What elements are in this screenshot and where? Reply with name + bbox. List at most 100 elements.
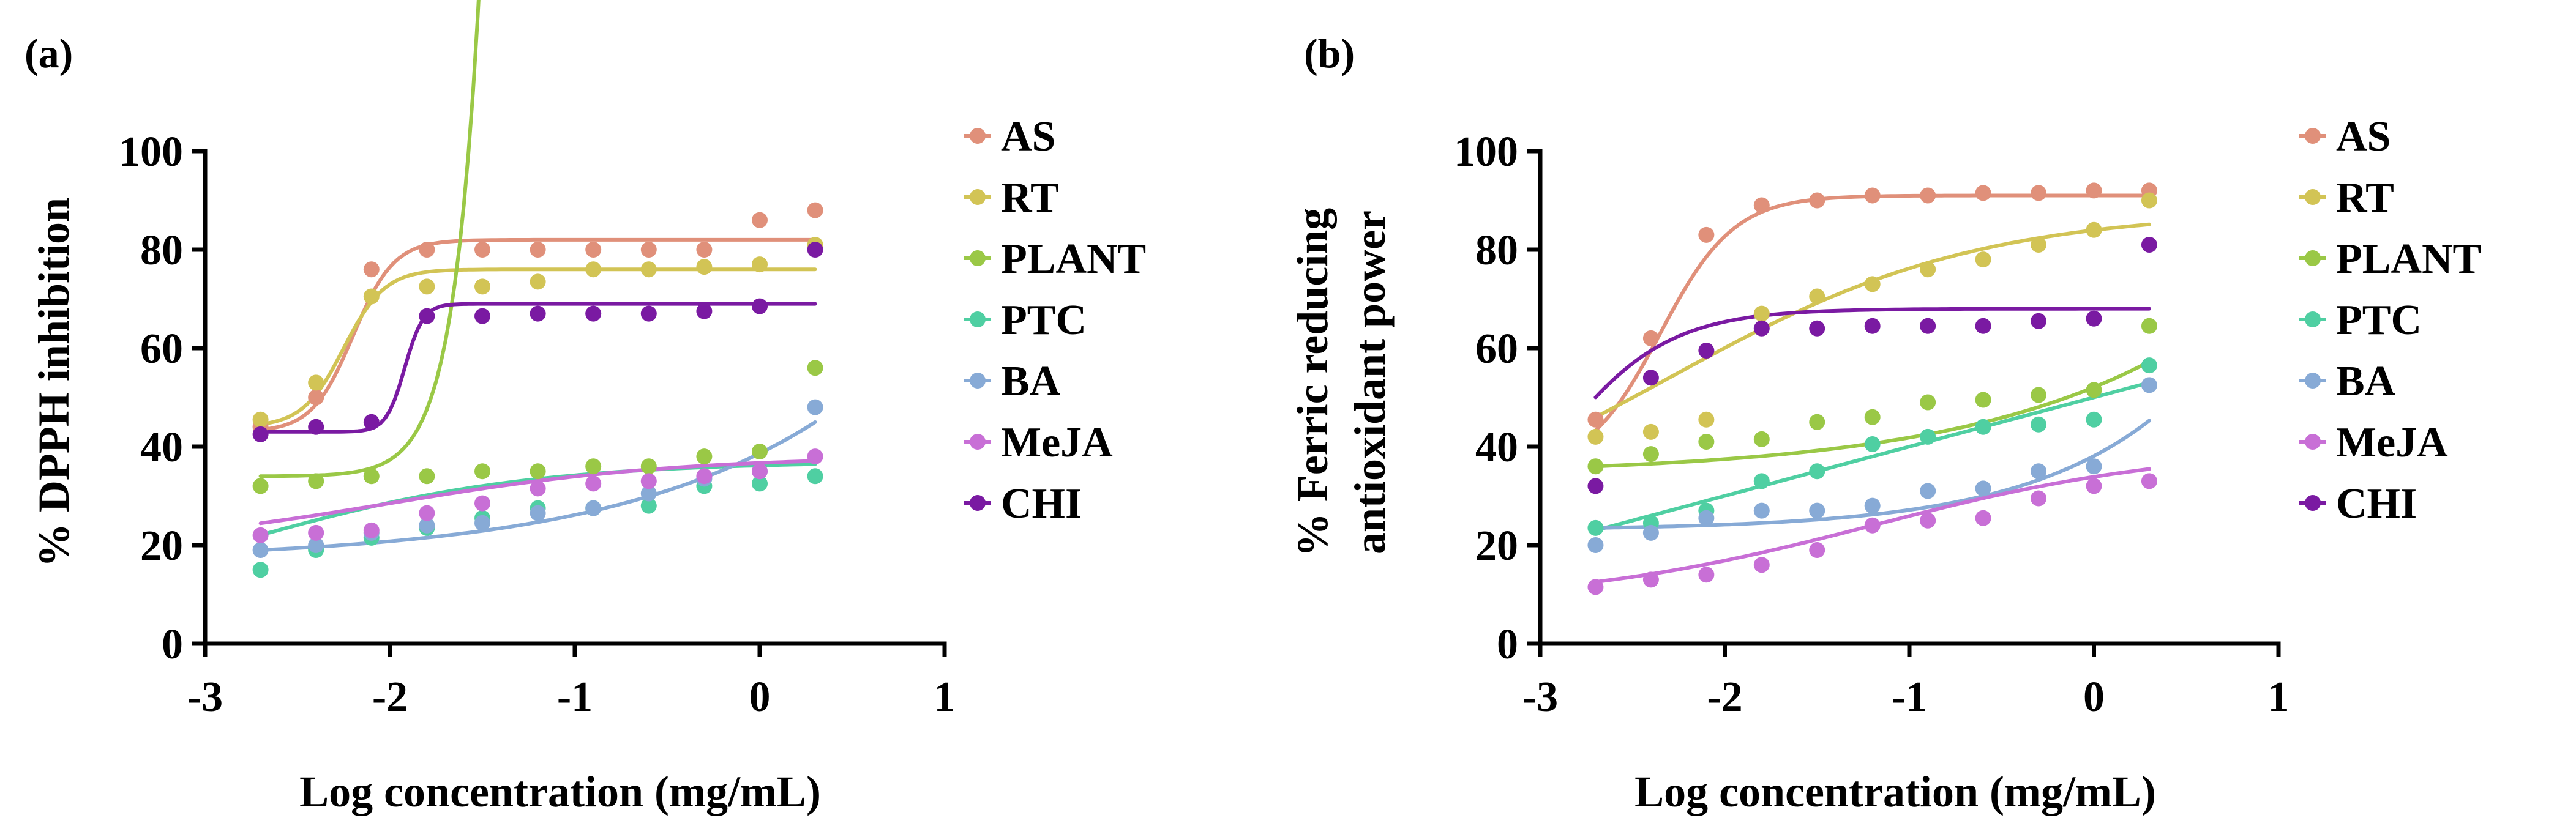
panel-b-point-plant xyxy=(1753,431,1770,447)
panel-b-point-chi xyxy=(1698,343,1715,359)
panel-a-point-as xyxy=(530,242,546,258)
panel-b-point-meja xyxy=(2086,478,2102,494)
panel-b-point-meja xyxy=(1920,512,1936,529)
panel-a-point-plant xyxy=(696,448,713,465)
panel-b-point-as xyxy=(1698,226,1715,243)
panel-a-y-tick-label: 40 xyxy=(140,424,183,471)
panel-b-point-chi xyxy=(1920,318,1936,334)
panel-b-point-chi xyxy=(2031,313,2047,329)
panel-b-legend-marker-ptc xyxy=(2305,311,2321,327)
panel-b-x-tick-label: 1 xyxy=(2268,674,2290,721)
panel-a-tick-labels: 0 20 40 60 80 100 -3 -2 -1 0 1 xyxy=(119,128,956,721)
panel-a-point-rt xyxy=(530,273,546,290)
panel-b-point-plant xyxy=(1642,446,1659,463)
panel-a-fit-curve-rt xyxy=(258,267,817,426)
panel-a-point-chi xyxy=(474,308,490,324)
panel-b-point-meja xyxy=(2031,490,2047,507)
panel-b-point-rt xyxy=(2031,236,2047,253)
panel-b-point-ptc xyxy=(1753,473,1770,489)
panel-a-legend-marker-plant xyxy=(970,250,986,266)
panel-a-point-ba xyxy=(585,500,602,516)
panel-a-legend-marker-ba xyxy=(970,373,986,389)
panel-b-legend-label-chi: CHI xyxy=(2336,480,2417,527)
panel-b-point-plant xyxy=(1698,433,1715,450)
panel-b-point-ba xyxy=(1809,502,1825,519)
panel-a-point-meja xyxy=(807,448,823,465)
panel-a-point-as xyxy=(696,242,713,258)
panel-b-point-meja xyxy=(1642,571,1659,588)
panel-b-y-tick-label: 100 xyxy=(1454,128,1518,176)
panel-b-point-chi xyxy=(1864,318,1881,334)
panel-b-x-tick-label: -1 xyxy=(1892,674,1927,721)
panel-b-point-chi xyxy=(1809,320,1825,337)
panel-b-fit-curve-chi xyxy=(1593,307,2151,400)
panel-b-point-as xyxy=(1920,187,1936,204)
panel-a-point-plant xyxy=(363,468,380,485)
panel-b-legend-marker-meja xyxy=(2305,434,2321,450)
panel-a-dpph-chart: (a) % DPPH inhibition Log concentration … xyxy=(24,0,1146,816)
panel-b-legend-label-as: AS xyxy=(2336,113,2391,160)
panel-b-point-ptc xyxy=(2086,411,2102,428)
panel-b-point-ba xyxy=(1587,537,1604,553)
panel-a-point-as xyxy=(363,261,380,278)
panel-b-legend-label-rt: RT xyxy=(2336,174,2394,221)
panel-b-point-plant xyxy=(1809,414,1825,430)
panel-b-tick-labels: 0 20 40 60 80 100 -3 -2 -1 0 1 xyxy=(1454,128,2290,721)
panel-b-fit-curve-ptc xyxy=(1593,381,2151,532)
panel-a-point-as xyxy=(419,242,435,258)
panel-b-point-meja xyxy=(1753,557,1770,573)
panel-b-point-meja xyxy=(1975,510,1991,526)
panel-a-point-chi xyxy=(419,308,435,324)
panel-a-legend-label-chi: CHI xyxy=(1001,480,1082,527)
panel-b-point-ptc xyxy=(2141,357,2157,374)
panel-b-point-ptc xyxy=(2031,416,2047,433)
panel-a-point-rt xyxy=(585,261,602,278)
panel-b-point-as xyxy=(1753,197,1770,214)
panel-a-point-chi xyxy=(640,305,657,322)
panel-b-legend-marker-chi xyxy=(2305,495,2321,511)
panel-b-y-tick-label: 20 xyxy=(1475,523,1518,570)
panel-b-point-ba xyxy=(1698,510,1715,526)
panel-b-y-axis-title-line1: % Ferric reducing xyxy=(1288,208,1337,557)
panel-a-point-rt xyxy=(474,278,490,295)
panel-b-point-ba xyxy=(2141,377,2157,393)
panel-a-point-rt xyxy=(308,374,324,391)
panel-a-legend-label-ba: BA xyxy=(1001,358,1061,405)
panel-b-point-plant xyxy=(1864,409,1881,425)
panel-b-point-ptc xyxy=(1587,519,1604,536)
panel-a-legend-label-rt: RT xyxy=(1001,174,1059,221)
panel-b-point-meja xyxy=(1587,579,1604,595)
panel-b-label: (b) xyxy=(1304,30,1355,76)
panel-a-point-ba xyxy=(807,399,823,415)
panel-b-point-ba xyxy=(1753,502,1770,519)
panel-a-x-tick-label: 1 xyxy=(934,674,956,721)
panel-a-point-ptc xyxy=(640,497,657,514)
panel-a-point-ba xyxy=(419,517,435,534)
panel-b-point-plant xyxy=(1975,392,1991,408)
panel-b-point-rt xyxy=(2086,221,2102,238)
panel-a-point-ptc xyxy=(252,562,269,578)
panel-b-legend-label-meja: MeJA xyxy=(2336,419,2448,466)
panel-a-label: (a) xyxy=(24,30,73,76)
panel-a-point-plant xyxy=(419,468,435,485)
panel-a-point-ptc xyxy=(752,475,768,492)
panel-a-legend-marker-meja xyxy=(970,434,986,450)
panel-a-point-plant xyxy=(807,360,823,376)
panel-b-legend-label-ptc: PTC xyxy=(2336,297,2422,344)
panel-b-data-points xyxy=(1587,182,2157,595)
panel-b-point-as xyxy=(1587,411,1604,428)
panel-b-point-ptc xyxy=(1920,428,1936,445)
panel-b-point-ba xyxy=(1975,480,1991,497)
panel-b-legend-marker-plant xyxy=(2305,250,2321,266)
panel-a-legend: AS RT PLANT PTC BA MeJA CHI xyxy=(964,113,1146,527)
panel-a-legend-marker-ptc xyxy=(970,311,986,327)
panel-b-point-as xyxy=(1809,192,1825,209)
panel-b-point-as xyxy=(1642,330,1659,346)
panel-a-point-rt xyxy=(252,411,269,428)
panel-b-x-axis-title: Log concentration (mg/mL) xyxy=(1634,767,2156,816)
panel-b-y-axis-title-line2: antioxidant power xyxy=(1346,210,1395,554)
panel-a-point-meja xyxy=(640,473,657,489)
panel-a-point-as xyxy=(640,242,657,258)
panel-a-point-as xyxy=(807,202,823,218)
panel-b-x-tick-label: -2 xyxy=(1707,674,1742,721)
